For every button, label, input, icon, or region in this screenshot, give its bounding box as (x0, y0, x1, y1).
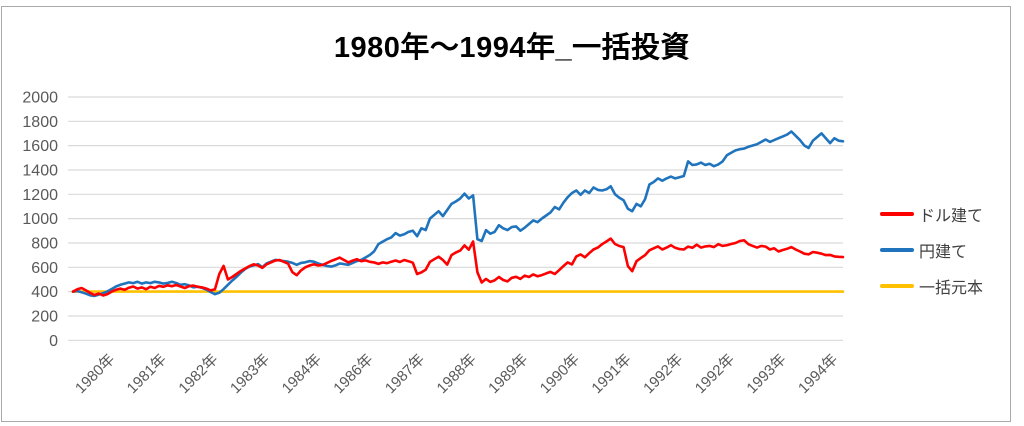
x-axis-label: 1990年 (537, 351, 583, 397)
y-axis-label: 2000 (22, 90, 58, 107)
legend-label-principal: 一括元本 (919, 280, 984, 297)
x-axis-label: 1992年 (692, 351, 738, 397)
y-axis-label: 1000 (22, 211, 58, 228)
chart-title: 1980年〜1994年_一括投資 (333, 32, 691, 64)
legend-item-principal: 一括元本 (880, 268, 1016, 304)
y-axis-label: 0 (49, 333, 58, 350)
x-axis-label: 1980年 (72, 351, 118, 397)
y-axis-label: 800 (31, 235, 58, 252)
x-axis-label: 1991年 (589, 351, 635, 397)
series-line-usd (71, 237, 845, 297)
legend: ドル建て 円建て 一括元本 (880, 196, 1016, 304)
legend-label-jpy: 円建て (919, 244, 968, 261)
y-axis-label: 1600 (22, 138, 58, 155)
y-axis-label: 1400 (22, 162, 58, 179)
x-axis-label: 1982年 (175, 351, 221, 397)
legend-swatch-usd-line-icon (880, 212, 914, 216)
x-axis-label: 1993年 (743, 351, 789, 397)
x-axis-label: 1992年 (640, 351, 686, 397)
y-axis-label: 1800 (22, 114, 58, 131)
y-axis-label: 200 (31, 308, 58, 325)
x-axis-label: 1987年 (382, 351, 428, 397)
x-axis-label: 1983年 (227, 351, 273, 397)
x-axis-label: 1984年 (279, 351, 325, 397)
y-axis-label: 1200 (22, 187, 58, 204)
legend-swatch-jpy-line-icon (880, 248, 914, 252)
x-axis-label: 1981年 (124, 351, 170, 397)
series-line-jpy (71, 130, 845, 298)
x-axis-label: 1989年 (485, 351, 531, 397)
x-axis-label: 1988年 (434, 351, 480, 397)
legend-label-usd: ドル建て (919, 208, 984, 225)
legend-swatch-principal-line-icon (880, 284, 914, 288)
legend-item-usd: ドル建て (880, 196, 1016, 232)
x-axis-label: 1994年 (795, 351, 841, 397)
legend-item-jpy: 円建て (880, 232, 1016, 268)
y-axis-label: 400 (31, 284, 58, 301)
chart-border (1, 6, 1011, 422)
y-axis-label: 600 (31, 260, 58, 277)
x-axis-label: 1986年 (330, 351, 376, 397)
